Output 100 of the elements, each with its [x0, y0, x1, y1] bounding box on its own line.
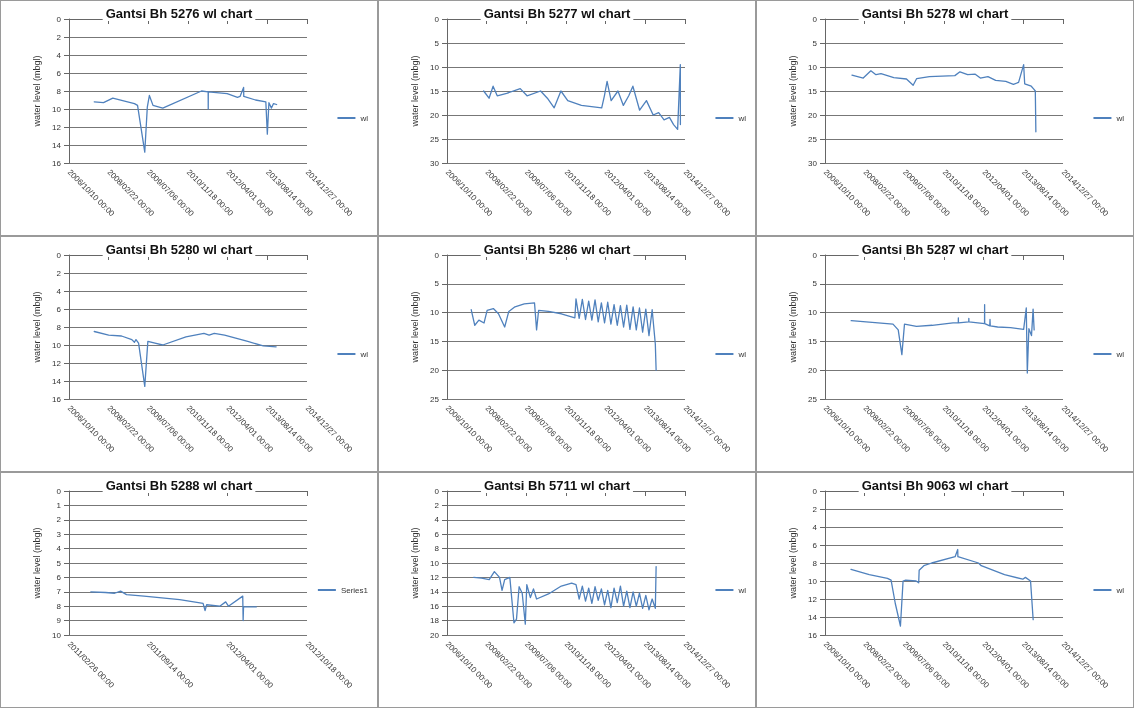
y-tick-label: 15: [430, 336, 440, 346]
y-tick-label: 6: [56, 572, 62, 582]
y-tick-label: 15: [808, 86, 818, 96]
chart-title: Gantsi Bh 5277 wl chart: [483, 6, 631, 21]
y-tick-label: 20: [430, 630, 440, 640]
y-tick-label: 20: [430, 365, 440, 375]
line-series: [90, 590, 257, 622]
y-axis-title: water level (mbgl): [787, 291, 798, 364]
y-tick-label: 15: [808, 336, 818, 346]
y-tick-label: 25: [808, 134, 818, 144]
y-tick-label: 12: [52, 122, 62, 132]
line-series: [483, 63, 682, 131]
y-tick-label: 0: [812, 486, 818, 496]
legend-label: wl: [737, 585, 747, 595]
y-tick-label: 10: [52, 340, 62, 350]
y-tick-label: 9: [56, 616, 62, 626]
line-series: [470, 298, 657, 371]
y-tick-label: 15: [430, 86, 440, 96]
y-tick-label: 16: [52, 158, 62, 168]
y-tick-label: 7: [56, 587, 62, 597]
y-tick-label: 14: [52, 376, 62, 386]
y-tick-label: 5: [56, 558, 62, 568]
y-tick-label: 25: [430, 394, 440, 404]
y-tick-label: 10: [808, 62, 818, 72]
legend-label: Series1: [340, 585, 369, 595]
y-tick-label: 4: [56, 544, 62, 554]
y-tick-label: 3: [56, 529, 62, 539]
y-tick-label: 14: [430, 587, 440, 597]
y-tick-label: 10: [52, 630, 62, 640]
y-tick-label: 2: [812, 504, 818, 514]
line-series: [93, 330, 277, 388]
y-tick-label: 10: [430, 558, 440, 568]
chart-title: Gantsi Bh 9063 wl chart: [861, 478, 1009, 493]
y-tick-label: 10: [430, 62, 440, 72]
y-tick-label: 5: [812, 38, 818, 48]
y-tick-label: 5: [434, 38, 440, 48]
y-axis-title: water level (mbgl): [409, 291, 420, 364]
line-series: [850, 548, 1034, 627]
chart-title: Gantsi Bh 5287 wl chart: [861, 242, 1009, 257]
legend-label: wl: [1115, 585, 1125, 595]
y-tick-label: 0: [56, 14, 62, 24]
y-tick-label: 0: [56, 250, 62, 260]
chart-title: Gantsi Bh 5280 wl chart: [105, 242, 253, 257]
legend-label: wl: [737, 113, 747, 123]
chart-title: Gantsi Bh 5278 wl chart: [861, 6, 1009, 21]
y-tick-label: 0: [434, 14, 440, 24]
y-tick-label: 25: [430, 134, 440, 144]
y-axis-title: water level (mbgl): [409, 527, 420, 600]
y-tick-label: 8: [56, 601, 62, 611]
y-tick-label: 0: [812, 250, 818, 260]
y-tick-label: 16: [52, 394, 62, 404]
legend-label: wl: [1115, 349, 1125, 359]
y-axis-title: water level (mbgl): [787, 55, 798, 128]
y-tick-label: 0: [434, 250, 440, 260]
line-series: [473, 565, 657, 625]
legend-label: wl: [359, 349, 369, 359]
y-tick-label: 8: [812, 558, 818, 568]
y-tick-label: 2: [56, 515, 62, 525]
y-tick-label: 12: [52, 358, 62, 368]
y-tick-label: 8: [56, 322, 62, 332]
y-tick-label: 0: [56, 486, 62, 496]
chart-title: Gantsi Bh 5288 wl chart: [105, 478, 253, 493]
y-tick-label: 18: [430, 616, 440, 626]
line-series: [93, 86, 278, 153]
legend-label: wl: [737, 349, 747, 359]
y-tick-label: 0: [434, 486, 440, 496]
y-axis-title: water level (mbgl): [409, 55, 420, 128]
y-tick-label: 2: [56, 268, 62, 278]
y-tick-label: 0: [812, 14, 818, 24]
y-tick-label: 16: [808, 630, 818, 640]
y-tick-label: 5: [812, 279, 818, 289]
y-axis-title: water level (mbgl): [31, 527, 42, 600]
line-series: [851, 63, 1037, 133]
line-series: [850, 303, 1035, 374]
y-tick-label: 8: [434, 544, 440, 554]
y-tick-label: 4: [434, 515, 440, 525]
chart-title: Gantsi Bh 5276 wl chart: [105, 6, 253, 21]
y-tick-label: 10: [808, 308, 818, 318]
y-tick-label: 2: [434, 500, 440, 510]
y-tick-label: 4: [56, 286, 62, 296]
y-tick-label: 2: [56, 32, 62, 42]
y-tick-label: 30: [430, 158, 440, 168]
chart-title: Gantsi Bh 5286 wl chart: [483, 242, 631, 257]
y-tick-label: 1: [56, 500, 62, 510]
y-tick-label: 16: [430, 601, 440, 611]
chart-title: Gantsi Bh 5711 wl chart: [484, 478, 631, 493]
y-tick-label: 10: [430, 308, 440, 318]
y-tick-label: 6: [56, 68, 62, 78]
y-tick-label: 20: [808, 365, 818, 375]
y-tick-label: 10: [808, 576, 818, 586]
y-tick-label: 14: [808, 612, 818, 622]
legend-label: wl: [359, 113, 369, 123]
y-tick-label: 6: [56, 304, 62, 314]
y-tick-label: 10: [52, 104, 62, 114]
y-tick-label: 25: [808, 394, 818, 404]
y-tick-label: 12: [808, 594, 818, 604]
legend-label: wl: [1115, 113, 1125, 123]
y-axis-title: water level (mbgl): [31, 55, 42, 128]
y-axis-title: water level (mbgl): [787, 527, 798, 600]
y-tick-label: 4: [56, 50, 62, 60]
